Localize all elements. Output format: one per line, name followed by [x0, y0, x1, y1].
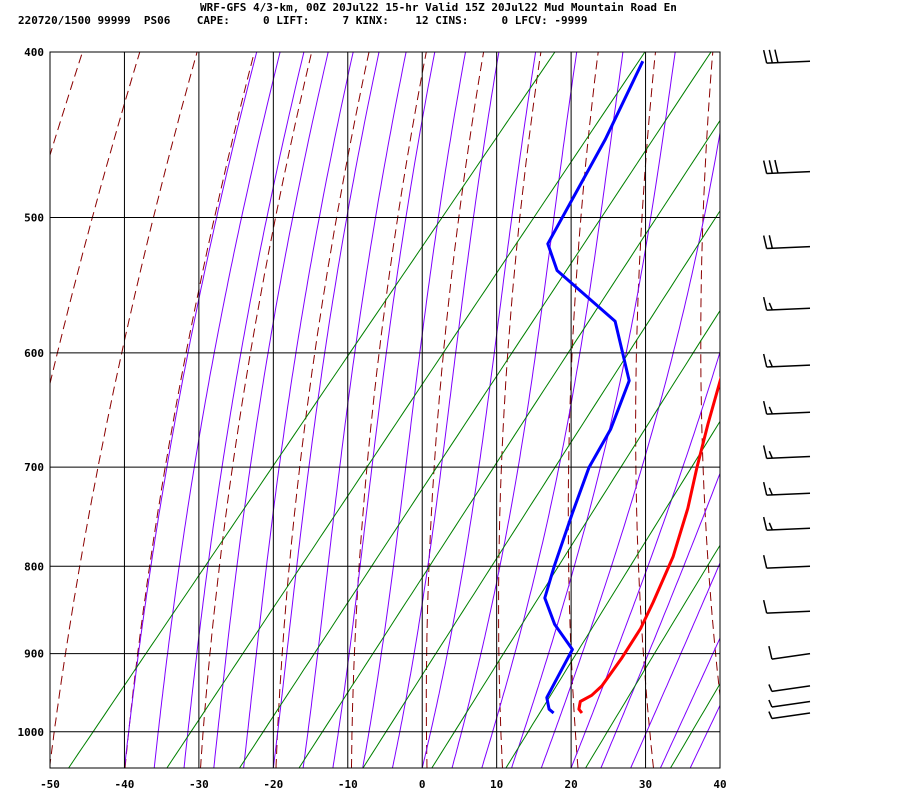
wind-barb — [769, 712, 810, 719]
wind-barb — [764, 445, 810, 458]
moist-adiabat-line — [690, 43, 900, 768]
y-tick-label: 1000 — [18, 726, 45, 739]
y-tick-label: 800 — [24, 560, 44, 573]
moist-adiabat-line — [601, 43, 862, 768]
x-tick-label: -10 — [338, 778, 358, 791]
x-tick-label: 20 — [564, 778, 577, 791]
moist-adiabat-line — [363, 43, 468, 768]
mixing-ratio-line — [240, 52, 712, 768]
y-tick-label: 400 — [24, 46, 44, 59]
wind-barb — [764, 160, 810, 173]
wind-barb — [764, 50, 810, 63]
moist-adiabat-line — [244, 43, 356, 768]
wind-barb — [764, 401, 810, 414]
wind-barb — [764, 354, 810, 367]
dry-adiabat-line — [201, 43, 314, 768]
moist-adiabat-line — [154, 43, 282, 768]
wind-barbs — [764, 50, 810, 719]
moist-adiabat-line — [303, 43, 408, 768]
mixing-ratio-line — [299, 52, 765, 768]
x-tick-label: -30 — [189, 778, 209, 791]
wind-barb — [764, 555, 810, 568]
mixing-ratio-line — [671, 52, 900, 768]
x-tick-label: -40 — [115, 778, 135, 791]
series-layer — [545, 61, 792, 713]
wind-barb — [764, 600, 810, 613]
wind-barb — [764, 482, 810, 495]
dry-adiabat-line — [884, 43, 900, 768]
dry-adiabat-line — [825, 43, 880, 768]
x-tick-label: -50 — [40, 778, 60, 791]
wind-barb — [764, 517, 810, 530]
wind-barb — [764, 297, 810, 310]
dewpoint-profile-line — [545, 61, 643, 713]
dry-adiabat-line — [276, 43, 371, 768]
y-tick-label: 900 — [24, 648, 44, 661]
dry-adiabat-line — [764, 43, 805, 768]
moist-adiabat-line — [214, 43, 331, 768]
wind-barb — [769, 684, 810, 691]
x-tick-label: 0 — [419, 778, 426, 791]
x-tick-label: 10 — [490, 778, 503, 791]
moist-adiabat-line — [512, 43, 677, 768]
temperature-profile-line — [579, 61, 792, 713]
y-tick-label: 700 — [24, 461, 44, 474]
y-tick-label: 600 — [24, 347, 44, 360]
mixing-ratio-line — [586, 52, 900, 768]
moist-adiabat-line — [452, 43, 578, 768]
x-tick-label: 30 — [639, 778, 652, 791]
moist-adiabat-line — [660, 43, 900, 768]
wind-barb — [769, 700, 810, 707]
mixing-ratio-line — [760, 52, 900, 768]
mixing-ratio-line — [167, 52, 645, 768]
wind-barb — [769, 646, 810, 659]
dry-adiabat-line — [0, 43, 143, 768]
moist-adiabat-line — [720, 43, 900, 768]
x-tick-label: -20 — [263, 778, 283, 791]
x-tick-label: 40 — [713, 778, 726, 791]
dry-adiabat-line — [426, 43, 485, 768]
mixing-ratio-line — [69, 52, 555, 768]
wind-barb — [764, 235, 810, 248]
dry-adiabat-line — [701, 43, 729, 768]
y-tick-label: 500 — [24, 212, 44, 225]
dry-adiabat-line — [125, 43, 257, 768]
moist-adiabat-line — [482, 43, 625, 768]
